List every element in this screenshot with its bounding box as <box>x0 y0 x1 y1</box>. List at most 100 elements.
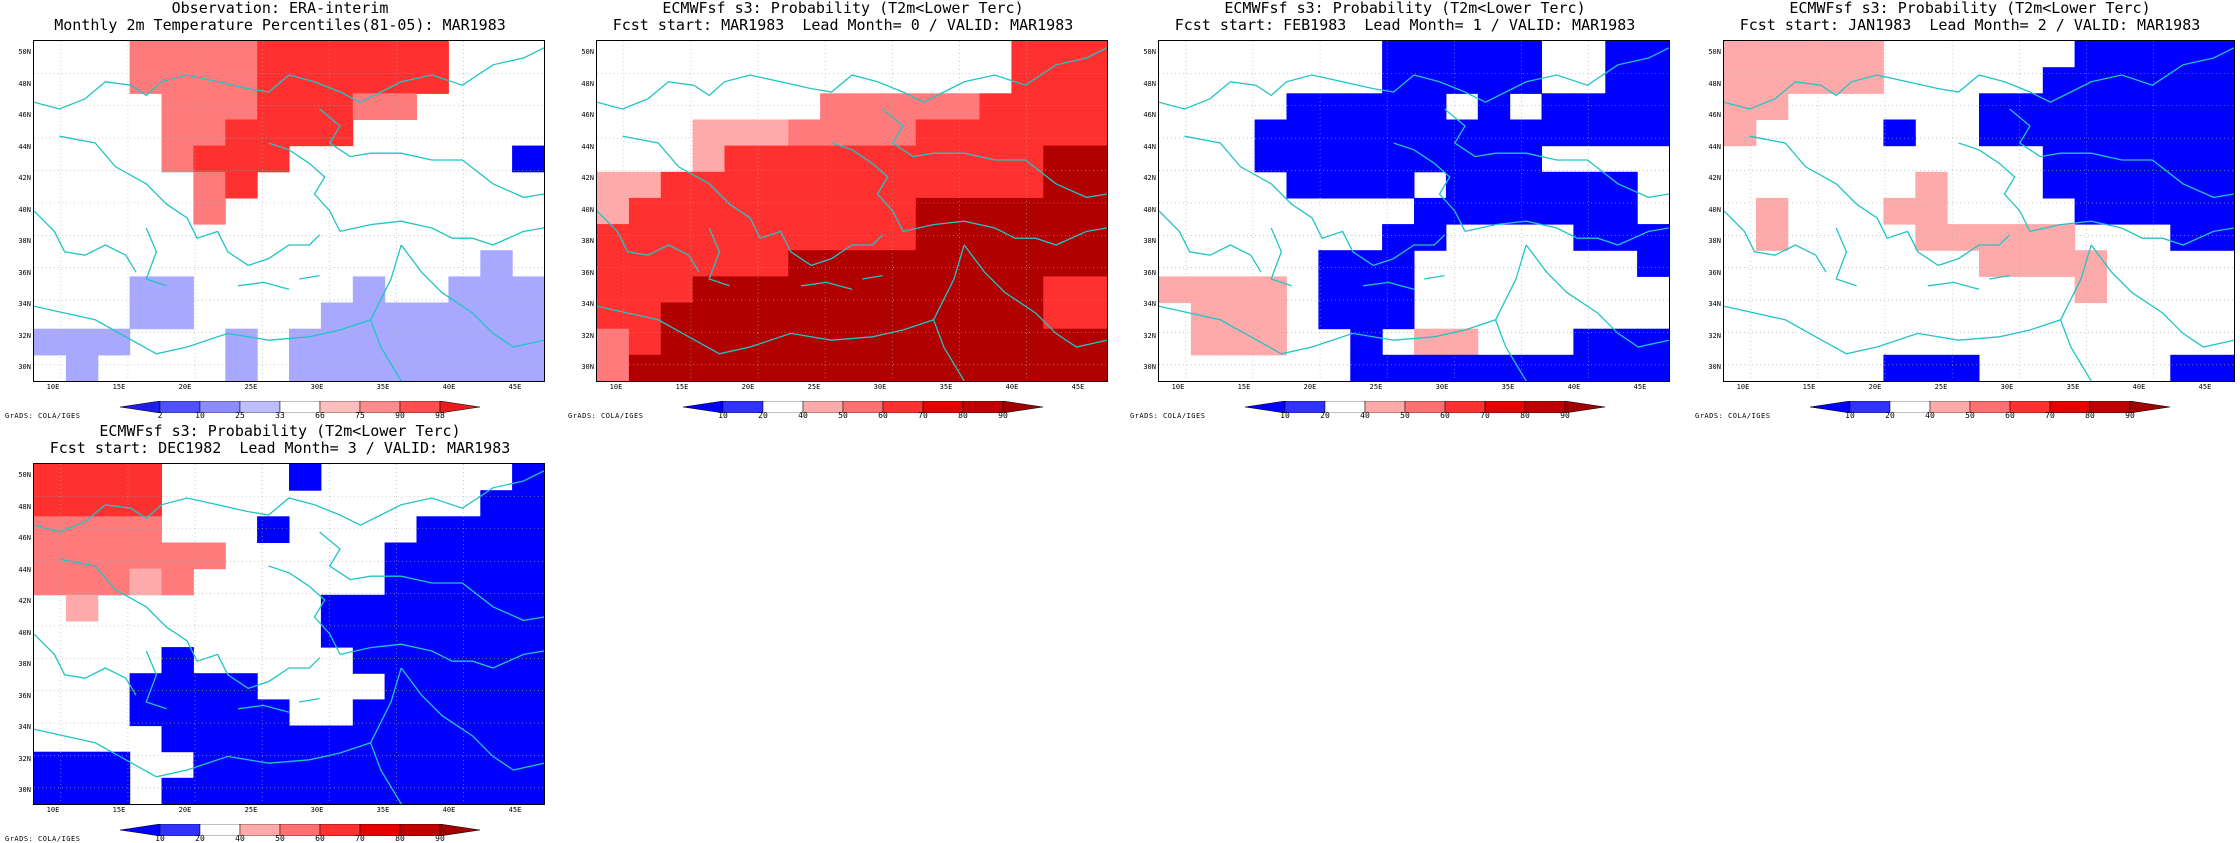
grid-cell <box>915 328 949 356</box>
coastline <box>862 274 883 280</box>
lat-tick-label: 50N <box>1143 48 1156 56</box>
lat-tick-label: 38N <box>18 237 31 245</box>
grid-cell <box>1445 67 1479 94</box>
grid-cell <box>597 302 630 330</box>
lat-tick-label: 50N <box>18 471 31 479</box>
grid-cell <box>1414 145 1447 173</box>
grid-cell <box>1011 171 1044 199</box>
coastline <box>1184 135 1446 267</box>
coastline <box>400 667 544 771</box>
grid-cell <box>2170 354 2203 381</box>
grid-cell <box>947 276 980 304</box>
grid-cell <box>2074 119 2107 147</box>
grid-cell <box>979 328 1012 356</box>
grid-cell <box>448 647 481 674</box>
grid-cell <box>1414 119 1447 147</box>
grid-cell <box>788 171 821 199</box>
coastline <box>622 135 884 267</box>
lat-tick-label: 36N <box>18 691 31 700</box>
grid-cell <box>1477 119 1511 147</box>
lat-tick-label: 30N <box>1143 363 1156 371</box>
grid-cell <box>193 41 226 68</box>
grid-cell <box>724 224 757 251</box>
colorbar-tick-label: 70 <box>918 411 928 420</box>
lat-tick-label: 34N <box>581 300 594 308</box>
lon-tick-label: 15E <box>1802 383 1816 391</box>
grid-cell <box>1414 224 1447 251</box>
lon-tick-label: 35E <box>1501 383 1515 391</box>
coastline <box>597 210 700 273</box>
grid-cell <box>1011 224 1044 251</box>
grid-cell <box>416 699 449 727</box>
grid-cell <box>257 699 290 727</box>
grid-cell <box>384 328 417 356</box>
grid-cell <box>756 328 789 356</box>
grid-cell <box>1541 354 1574 381</box>
grid-cell <box>1605 197 1638 225</box>
lat-tick-label: 32N <box>18 331 31 340</box>
grid-cell <box>1350 354 1383 381</box>
grid-cell <box>1445 354 1479 381</box>
lon-tick-label: 30E <box>873 383 887 391</box>
grid-cell <box>225 751 258 779</box>
grid-cell <box>1043 93 1076 120</box>
grid-cell <box>692 224 725 251</box>
grid-cell <box>448 542 481 570</box>
lon-tick-label: 45E <box>1071 383 1085 391</box>
lon-tick-label: 25E <box>1934 383 1948 391</box>
grid-cell <box>660 302 694 330</box>
grid-cell <box>1414 93 1447 120</box>
grid-cell <box>2138 197 2171 225</box>
grid-cell <box>2202 354 2234 381</box>
grid-cell <box>2170 67 2203 94</box>
grid-cell <box>1190 276 1224 304</box>
grid-cell <box>1605 328 1638 356</box>
grid-cell <box>1477 197 1511 225</box>
lat-tick-label: 44N <box>581 142 594 151</box>
grid-cell <box>480 751 513 779</box>
grid-cell <box>480 516 513 543</box>
grid-cell <box>384 620 417 648</box>
grid-cell <box>756 302 789 330</box>
grid-cell <box>257 119 290 147</box>
grid-cell <box>947 119 980 147</box>
grid-cell <box>352 276 386 304</box>
coastline <box>34 210 137 273</box>
grid-cell <box>1605 41 1638 68</box>
grid-cell <box>788 302 821 330</box>
colorbar-tick-label: 70 <box>1480 411 1490 420</box>
grid-cell <box>65 568 99 596</box>
grid-cell <box>161 119 194 147</box>
grid-cell <box>947 250 980 277</box>
lat-tick-label: 34N <box>1143 300 1156 308</box>
grid-cell <box>416 516 449 543</box>
colorbar-tick-label: 90 <box>2125 411 2135 420</box>
grads-credit: GrADS: COLA/IGES <box>1130 412 1206 420</box>
grid-cell <box>1382 224 1415 251</box>
grid-cell <box>225 354 258 381</box>
lat-tick-label: 34N <box>18 300 31 308</box>
coastline <box>339 220 544 246</box>
grid-cell <box>65 354 99 381</box>
grid-cell <box>1605 119 1638 147</box>
grid-cell <box>193 171 226 199</box>
grid-cell <box>384 354 417 381</box>
grid-cell <box>257 516 290 543</box>
lat-tick-label: 46N <box>581 111 594 119</box>
grid-cell <box>2074 145 2107 173</box>
coastline <box>1159 210 1262 273</box>
coastline <box>1464 220 1669 246</box>
lat-tick-label: 36N <box>18 268 31 277</box>
lat-tick-label: 44N <box>1708 142 1721 151</box>
colorbar-tick-label: 10 <box>1845 411 1855 420</box>
grid-cell <box>257 93 290 120</box>
map-area <box>33 463 545 805</box>
grid-cell <box>161 699 194 727</box>
lat-tick-label: 30N <box>1708 363 1721 371</box>
colorbar-tick-label: 50 <box>838 411 848 420</box>
grid-cell <box>1947 354 1980 381</box>
grid-cell <box>129 464 162 491</box>
grid-cell <box>820 197 853 225</box>
panel-title-line1: ECMWFsf s3: Probability (T2m<Lower Terc) <box>662 0 1024 17</box>
grid-cell <box>2074 93 2107 120</box>
